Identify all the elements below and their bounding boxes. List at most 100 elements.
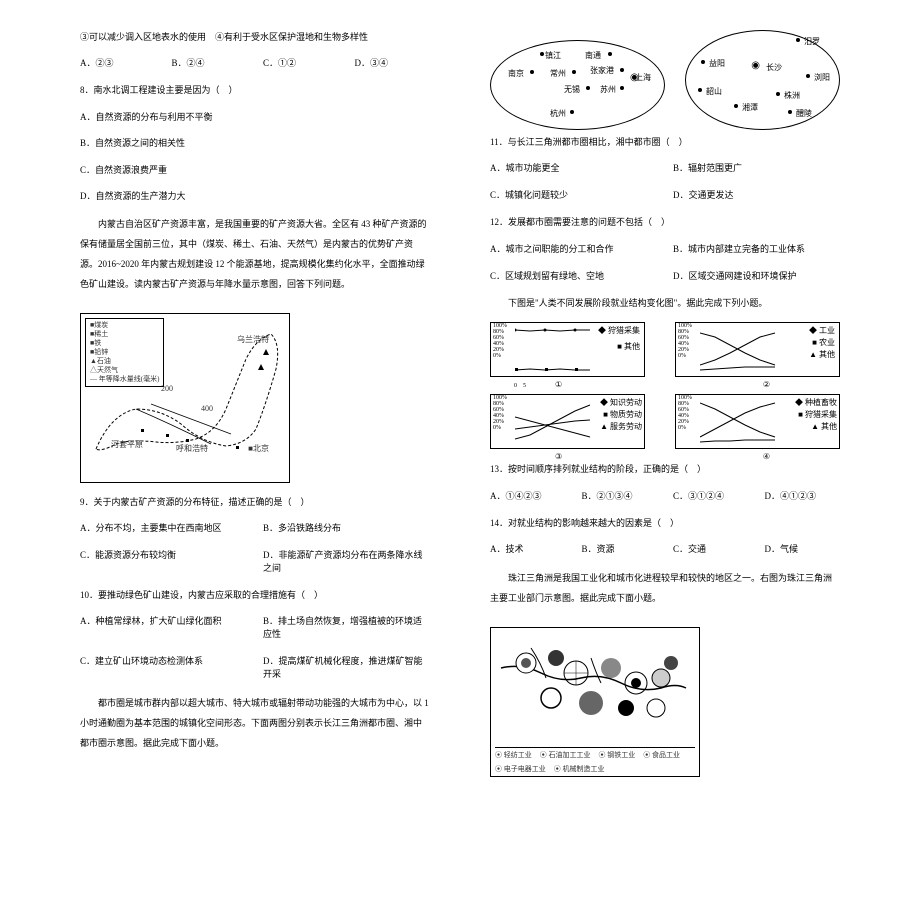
q9-opt-c: C．能源资源分布较均衡	[80, 548, 247, 574]
city-suzhou: 苏州	[600, 84, 616, 95]
passage-pearl-river: 珠江三角洲是我国工业化和城市化进程较早和较快的地区之一。右图为珠江三角洲主要工业…	[490, 569, 840, 609]
q9-stem: 9．关于内蒙古矿产资源的分布特征，描述正确的是（ ）	[80, 495, 430, 509]
q13-opt-b: B．②①③④	[582, 489, 658, 502]
dot-icon	[530, 70, 534, 74]
q13-opt-a: A．①④②③	[490, 489, 566, 502]
c2-yticks: 100%80%60%40%20%0%	[678, 323, 692, 359]
dot-icon	[776, 92, 780, 96]
city-hangzhou: 杭州	[550, 108, 566, 119]
q10-opts-ab: A．种植常绿林，扩大矿山绿化面积 B．排土场自然恢复，增强植被的环境适应性	[80, 614, 430, 640]
place-huhe: 呼和浩特	[176, 443, 208, 454]
q12-opts-ab: A．城市之间职能的分工和合作 B．城市内部建立完备的工业体系	[490, 242, 840, 255]
q12-opts-cd: C．区域规划留有绿地、空地 D．区域交通网建设和环境保护	[490, 269, 840, 282]
right-column: 镇江 南通 南京 常州 张家港 上海 无锡 苏州 杭州 ◉ 汨罗 益阳 长沙 浏…	[490, 30, 840, 890]
q11-opt-b: B．辐射范围更广	[673, 161, 840, 174]
q14-stem: 14．对就业结构的影响越来越大的因素是（ ）	[490, 516, 840, 530]
c3-num: ③	[555, 452, 562, 461]
legend-elec: ⦿ 电子电器工业	[495, 764, 546, 774]
q13-opt-c: C．③①②④	[673, 489, 749, 502]
dot-icon	[586, 86, 590, 90]
legend-petro: ⦿ 石油加工工业	[540, 750, 591, 760]
dot-icon	[572, 70, 576, 74]
q13-stem: 13．按时间顺序排列就业结构的阶段，正确的是（ ）	[490, 462, 840, 476]
changsha-center-icon: ◉	[751, 60, 760, 71]
q9-opt-b: B．多沿铁路线分布	[263, 521, 430, 534]
city-changzhou: 常州	[550, 68, 566, 79]
q8-stem: 8．南水北调工程建设主要是因为（ ）	[80, 83, 430, 97]
city-xiangtan: 湘潭	[742, 102, 758, 113]
rain-200: 200	[161, 384, 173, 393]
dot-icon	[698, 88, 702, 92]
q9-opts-ab: A．分布不均，主要集中在西南地区 B．多沿铁路线分布	[80, 521, 430, 534]
dot-icon	[570, 110, 574, 114]
q11-opt-c: C．城镇化问题较少	[490, 188, 657, 201]
shanghai-center-icon: ◉	[630, 72, 639, 83]
q10-opts-cd: C．建立矿山环境动态检测体系 D．提高煤矿机械化程度，推进煤矿智能开采	[80, 654, 430, 680]
city-zhuzhou: 株洲	[784, 90, 800, 101]
city-liling: 醴陵	[796, 108, 812, 119]
c2-num: ②	[763, 380, 770, 389]
city-zhenjiang: 镇江	[545, 50, 561, 61]
figure-inner-mongolia-map: ■煤炭 ■稀土 ■铁 ■铅锌 ▲石油 △天然气 — 年等降水量线(毫米) 河套平…	[80, 313, 290, 483]
place-heyin: 河套平原	[111, 439, 143, 450]
q14-options: A．技术 B．资源 C．交通 D．气候	[490, 542, 840, 555]
city-changsha: 长沙	[766, 62, 782, 73]
q11-opts-ab: A．城市功能更全 B．辐射范围更广	[490, 161, 840, 174]
q14-opt-c: C．交通	[673, 542, 749, 555]
passage-metro-circle: 都市圈是城市群内部以超大城市、特大城市或辐射带动功能强的大城市为中心，以 1 小…	[80, 694, 430, 753]
c2-s2: ■ 农业	[812, 337, 835, 348]
c3-s1: ◆ 知识劳动	[600, 397, 642, 408]
q10-opt-b: B．排土场自然恢复，增强植被的环境适应性	[263, 614, 430, 640]
city-nantong: 南通	[585, 50, 601, 61]
c1-s2: ■ 其他	[617, 341, 640, 352]
c1-x: 0 5	[514, 380, 526, 389]
city-wuxi: 无锡	[564, 84, 580, 95]
figure-city-ovals: 镇江 南通 南京 常州 张家港 上海 无锡 苏州 杭州 ◉ 汨罗 益阳 长沙 浏…	[490, 30, 840, 135]
q12-opt-a: A．城市之间职能的分工和合作	[490, 242, 657, 255]
q8-opt-b: B．自然资源之间的相关性	[80, 136, 430, 150]
map2-legend: ⦿ 轻纺工业 ⦿ 石油加工工业 ⦿ 钢铁工业 ⦿ 食品工业 ⦿ 电子电器工业 ⦿…	[495, 747, 695, 774]
map2-svg	[491, 628, 700, 748]
q12-opt-c: C．区域规划留有绿地、空地	[490, 269, 657, 282]
c1-num: ①	[555, 380, 562, 389]
q14-opt-a: A．技术	[490, 542, 566, 555]
c4-s3: ▲ 其他	[811, 421, 837, 432]
c4-num: ④	[763, 452, 770, 461]
q14-opt-b: B．资源	[582, 542, 658, 555]
q12-opt-d: D．区域交通网建设和环境保护	[673, 269, 840, 282]
dot-icon	[608, 52, 612, 56]
dot-icon	[806, 74, 810, 78]
city-nanjing: 南京	[508, 68, 524, 79]
q11-opt-d: D．交通更发达	[673, 188, 840, 201]
q7-opt-c: C．①②	[263, 56, 339, 69]
city-liuyang: 浏阳	[814, 72, 830, 83]
chart-4: 100%80%60%40%20%0% ◆ 种植畜牧 ■ 狩猎采集 ▲ 其他	[675, 394, 840, 449]
chart-2: 100%80%60%40%20%0% ◆ 工业 ■ 农业 ▲ 其他	[675, 322, 840, 377]
q10-opt-d: D．提高煤矿机械化程度，推进煤矿智能开采	[263, 654, 430, 680]
q13-opt-d: D．④①②③	[765, 489, 841, 502]
chart-3: 100%80%60%40%20%0% ◆ 知识劳动 ■ 物质劳动 ▲ 服务劳动	[490, 394, 645, 449]
dot-icon	[734, 104, 738, 108]
c4-s2: ■ 狩猎采集	[798, 409, 837, 420]
c2-s1: ◆ 工业	[809, 325, 835, 336]
q12-stem: 12．发展都市圈需要注意的问题不包括（ ）	[490, 215, 840, 229]
q7-opt-a: A．②③	[80, 56, 156, 69]
dot-icon	[796, 38, 800, 42]
legend-steel: ⦿ 钢铁工业	[599, 750, 636, 760]
q11-opt-a: A．城市功能更全	[490, 161, 657, 174]
q11-stem: 11．与长江三角洲都市圈相比，湘中都市圈（ ）	[490, 135, 840, 149]
dot-icon	[701, 60, 705, 64]
dot-icon	[540, 52, 544, 56]
q9-opt-d: D．非能源矿产资源均分布在两条降水线之间	[263, 548, 430, 574]
statement-34: ③可以减少调入区地表水的使用 ④有利于受水区保护湿地和生物多样性	[80, 30, 430, 44]
q13-options: A．①④②③ B．②①③④ C．③①②④ D．④①②③	[490, 489, 840, 502]
q10-opt-c: C．建立矿山环境动态检测体系	[80, 654, 247, 680]
rain-400: 400	[201, 404, 213, 413]
c1-s1: ◆ 狩猎采集	[598, 325, 640, 336]
q14-opt-d: D．气候	[765, 542, 841, 555]
dot-icon	[788, 110, 792, 114]
q7-opt-d: D．③④	[355, 56, 431, 69]
passage-employment: 下图是"人类不同发展阶段就业结构变化图"。据此完成下列小题。	[490, 296, 840, 310]
c3-yticks: 100%80%60%40%20%0%	[493, 395, 507, 431]
c2-s3: ▲ 其他	[809, 349, 835, 360]
